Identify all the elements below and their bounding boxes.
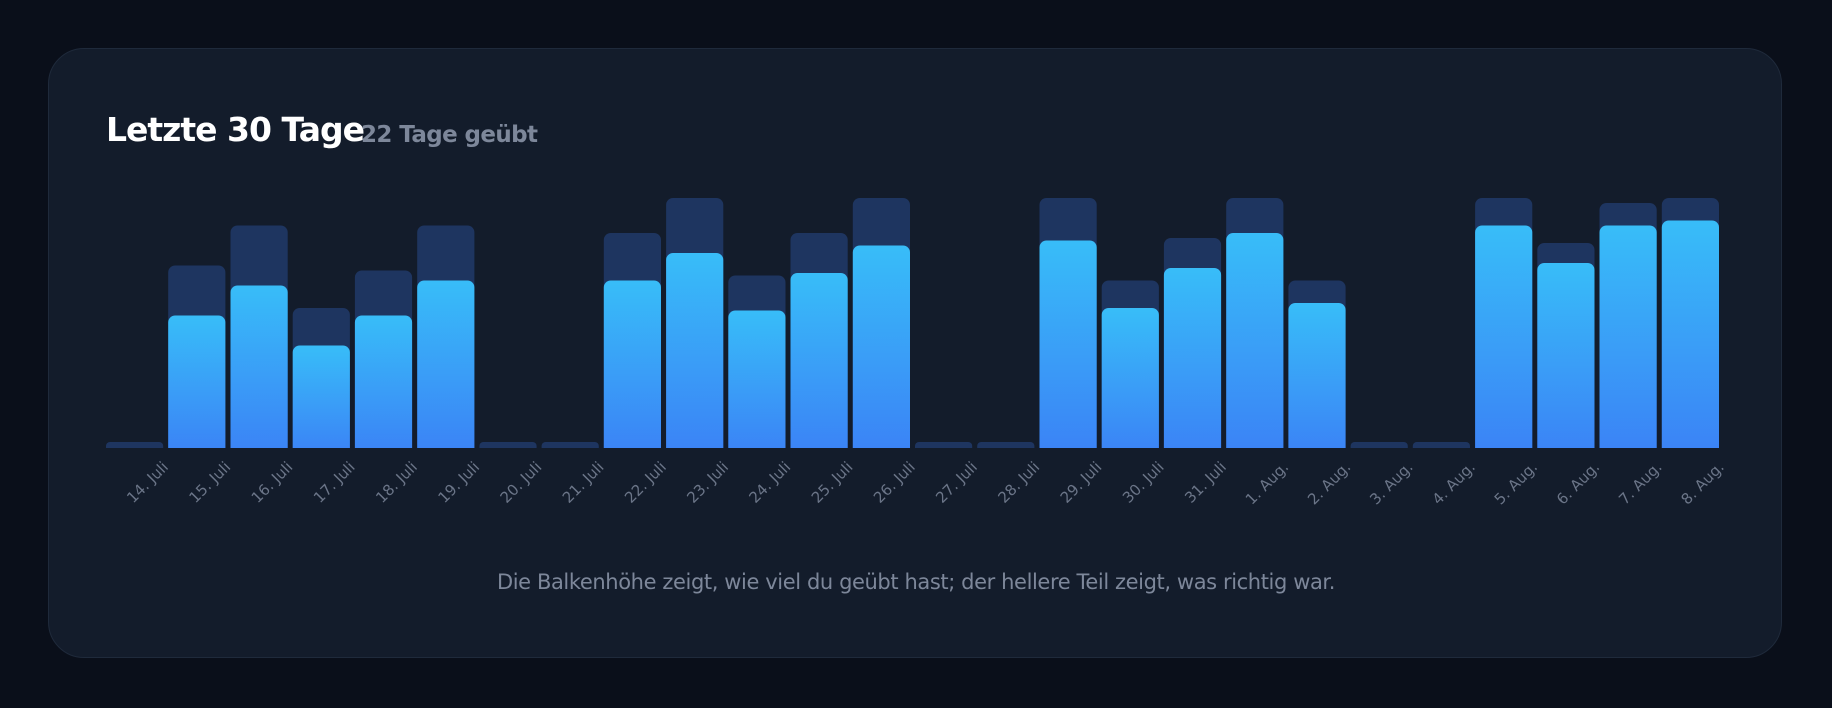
x-tick-label: 6. Aug.	[1553, 458, 1603, 508]
x-tick-label: 3. Aug.	[1366, 458, 1416, 508]
bar-chart: 14. Juli 15. Juli 16. Juli 17. Juli 18. Juli…	[106, 198, 1728, 508]
x-tick-label: 14. Juli	[123, 458, 172, 507]
x-tick-label: 23. Juli	[683, 458, 732, 507]
x-tick-label: 30. Juli	[1119, 458, 1168, 507]
correct-practice-bar	[1475, 225, 1533, 448]
x-tick-label: 19. Juli	[434, 458, 483, 507]
correct-practice-bar	[230, 285, 288, 448]
x-tick-label: 4. Aug.	[1429, 458, 1479, 508]
chart-title: Letzte 30 Tage	[106, 110, 365, 149]
chart-caption: Die Balkenhöhe zeigt, wie viel du geübt …	[496, 570, 1336, 594]
correct-practice-bar	[728, 310, 786, 448]
x-tick-label: 27. Juli	[932, 458, 981, 507]
x-tick-label: 1. Aug.	[1242, 458, 1292, 508]
empty-day-bar	[1350, 442, 1408, 448]
correct-practice-bar	[1226, 233, 1284, 448]
x-tick-label: 28. Juli	[995, 458, 1044, 507]
x-tick-label: 7. Aug.	[1615, 458, 1665, 508]
x-tick-label: 18. Juli	[372, 458, 421, 507]
correct-practice-bar	[1288, 303, 1346, 448]
x-tick-label: 5. Aug.	[1491, 458, 1541, 508]
x-tick-label: 31. Juli	[1181, 458, 1230, 507]
x-tick-label: 20. Juli	[497, 458, 546, 507]
correct-practice-bar	[1039, 240, 1097, 448]
correct-practice-bar	[790, 273, 848, 448]
x-tick-label: 22. Juli	[621, 458, 670, 507]
correct-practice-bar	[417, 280, 475, 448]
x-tick-label: 16. Juli	[248, 458, 297, 507]
x-tick-label: 17. Juli	[310, 458, 359, 507]
x-tick-label: 29. Juli	[1057, 458, 1106, 507]
correct-practice-bar	[354, 315, 413, 448]
correct-practice-bar	[1163, 268, 1222, 448]
x-tick-label: 25. Juli	[808, 458, 857, 507]
x-tick-label: 21. Juli	[559, 458, 608, 507]
empty-day-bar	[1412, 442, 1470, 448]
empty-day-bar	[915, 442, 973, 448]
x-tick-label: 15. Juli	[186, 458, 235, 507]
correct-practice-bar	[1101, 308, 1159, 448]
correct-practice-bar	[1661, 220, 1719, 448]
correct-practice-bar	[666, 253, 724, 448]
x-tick-label: 24. Juli	[746, 458, 795, 507]
correct-practice-bar	[1537, 263, 1595, 448]
empty-day-bar	[106, 442, 164, 448]
correct-practice-bar	[168, 315, 226, 448]
empty-day-bar	[479, 442, 537, 448]
practice-days-count: 22 Tage geübt	[361, 122, 538, 148]
correct-practice-bar	[603, 280, 661, 448]
x-tick-label: 26. Juli	[870, 458, 919, 507]
x-tick-label: 2. Aug.	[1304, 458, 1354, 508]
correct-practice-bar	[1599, 225, 1657, 448]
correct-practice-bar	[292, 345, 350, 448]
correct-practice-bar	[852, 245, 910, 448]
x-tick-label: 8. Aug.	[1677, 458, 1727, 508]
empty-day-bar	[541, 442, 599, 448]
empty-day-bar	[977, 442, 1035, 448]
